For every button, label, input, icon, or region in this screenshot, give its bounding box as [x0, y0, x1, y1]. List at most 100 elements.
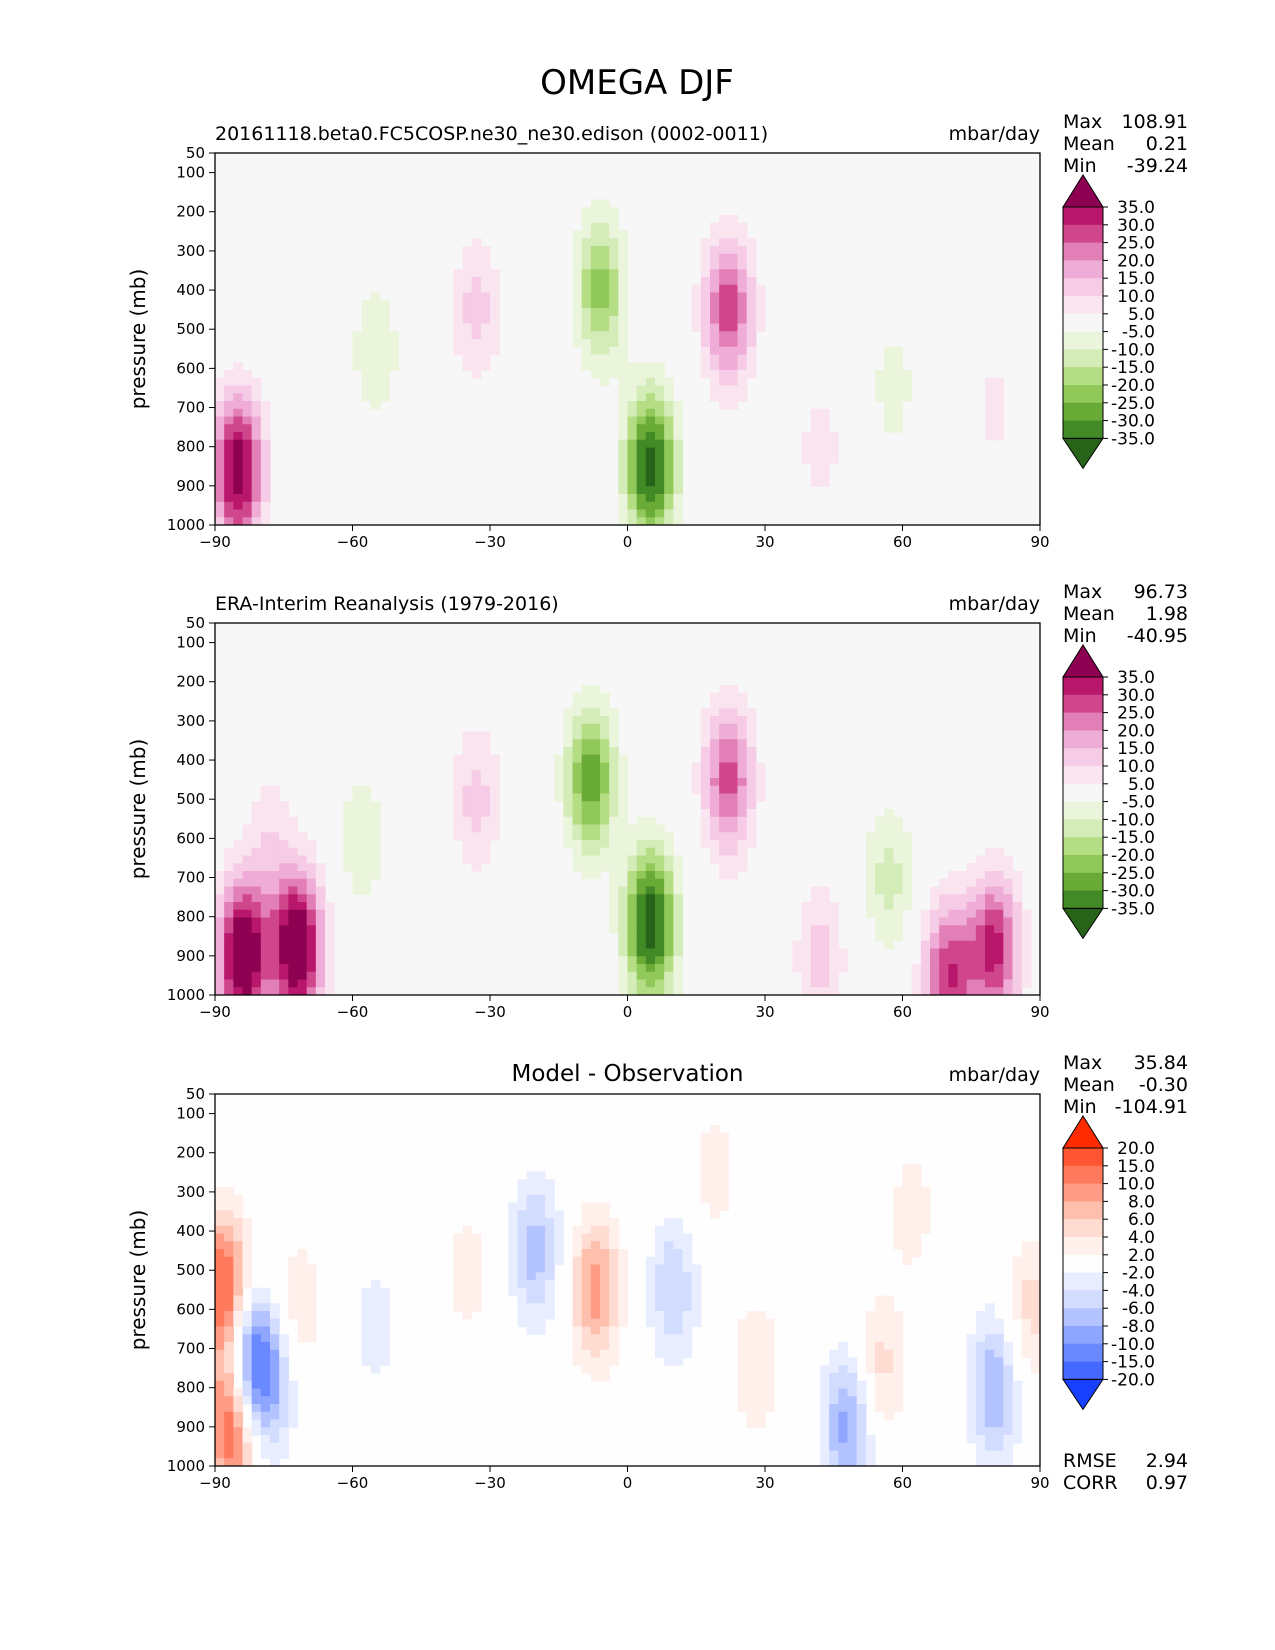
contour-cell — [838, 1419, 849, 1428]
contour-cell — [975, 917, 986, 926]
contour-cell — [563, 770, 574, 779]
contour-cell — [865, 1435, 876, 1444]
contour-cell — [719, 331, 729, 340]
contour-cell — [609, 1349, 619, 1359]
contour-cell — [700, 716, 711, 725]
contour-cell — [215, 393, 225, 402]
contour-cell — [609, 1256, 619, 1266]
contour-cell — [609, 1303, 619, 1312]
contour-cell — [215, 1373, 225, 1382]
contour-cell — [224, 1419, 234, 1428]
contour-cell — [233, 1210, 244, 1219]
contour-cell — [765, 1342, 775, 1351]
contour-cell — [270, 1318, 280, 1328]
contour-cell — [627, 385, 638, 394]
contour-cell — [719, 692, 729, 702]
contour-cell — [975, 902, 986, 911]
contour-cell — [893, 370, 904, 379]
contour-cell — [700, 277, 711, 286]
contour-cell — [260, 785, 271, 795]
contour-cell — [939, 886, 949, 895]
contour-cell — [270, 964, 280, 973]
contour-cell — [600, 1272, 610, 1281]
contour-cell — [884, 1388, 894, 1397]
y-tick-label: 100 — [176, 164, 205, 182]
contour-cell — [233, 1450, 244, 1459]
contour-cell — [462, 801, 473, 810]
stat-label: Min — [1063, 155, 1097, 177]
contour-cell — [260, 470, 271, 480]
contour-cell — [636, 455, 647, 464]
contour-cell — [600, 770, 610, 779]
contour-cell — [279, 925, 289, 934]
contour-cell — [719, 238, 729, 247]
contour-cell — [352, 863, 363, 872]
contour-cell — [710, 222, 720, 232]
contour-cell — [361, 1295, 372, 1304]
contour-cell — [746, 1318, 757, 1328]
contour-cell — [618, 762, 629, 771]
contour-cell — [673, 517, 684, 525]
contour-cell — [847, 1419, 858, 1428]
contour-cell — [609, 1318, 619, 1328]
contour-cell — [215, 1427, 225, 1436]
contour-cell — [966, 1419, 977, 1428]
contour-cell — [590, 215, 601, 224]
contour-cell — [242, 408, 253, 418]
contour-cell — [810, 902, 821, 911]
contour-cell — [361, 339, 372, 348]
contour-cell — [618, 1287, 629, 1297]
contour-cell — [572, 1349, 583, 1359]
contour-cell — [242, 1264, 253, 1273]
contour-cell — [618, 230, 629, 239]
colorbar: 20.015.010.08.06.04.02.0-2.0-4.0-6.0-8.0… — [1062, 1115, 1155, 1411]
contour-cell — [453, 315, 464, 325]
x-tick-label: 30 — [755, 1003, 774, 1021]
contour-cell — [902, 855, 913, 864]
contour-cell — [975, 886, 986, 895]
contour-cell — [1012, 886, 1023, 895]
contour-cell — [1003, 971, 1014, 981]
contour-cell — [233, 847, 244, 857]
contour-cell — [609, 1326, 619, 1335]
contour-cell — [1030, 1241, 1040, 1250]
contour-cell — [865, 1334, 876, 1343]
contour-cell — [673, 948, 684, 957]
contour-cell — [820, 1458, 830, 1466]
contour-cell — [765, 1373, 775, 1382]
contour-cell — [994, 1419, 1004, 1428]
contour-cell — [737, 1404, 748, 1413]
contour-cell — [911, 987, 922, 995]
contour-cell — [535, 1241, 546, 1250]
contour-cell — [810, 917, 821, 926]
contour-cell — [224, 1272, 234, 1281]
contour-cell — [600, 731, 610, 740]
contour-cell — [306, 956, 317, 965]
contour-cell — [682, 1342, 693, 1351]
contour-cell — [856, 1404, 867, 1413]
contour-cell — [719, 778, 729, 787]
contour-cell — [480, 824, 491, 833]
contour-cell — [462, 253, 473, 263]
contour-cell — [700, 832, 711, 841]
contour-cell — [581, 331, 592, 340]
contour-cell — [930, 940, 940, 950]
contour-cell — [645, 1280, 656, 1289]
colorbar-segment — [1063, 224, 1103, 244]
contour-cell — [453, 762, 464, 771]
contour-cell — [1012, 1303, 1023, 1312]
contour-cell — [270, 1342, 280, 1351]
contour-cell — [600, 1249, 610, 1258]
stat-label: Max — [1063, 1052, 1102, 1074]
contour-cell — [920, 909, 931, 919]
contour-cell — [572, 1295, 583, 1304]
contour-cell — [224, 416, 234, 425]
contour-cell — [462, 762, 473, 771]
contour-cell — [242, 432, 253, 441]
contour-cell — [260, 855, 271, 864]
contour-cell — [590, 1365, 601, 1374]
contour-cell — [224, 1280, 234, 1289]
contour-cell — [480, 315, 491, 325]
contour-cell — [618, 878, 629, 888]
contour-cell — [260, 1311, 271, 1320]
